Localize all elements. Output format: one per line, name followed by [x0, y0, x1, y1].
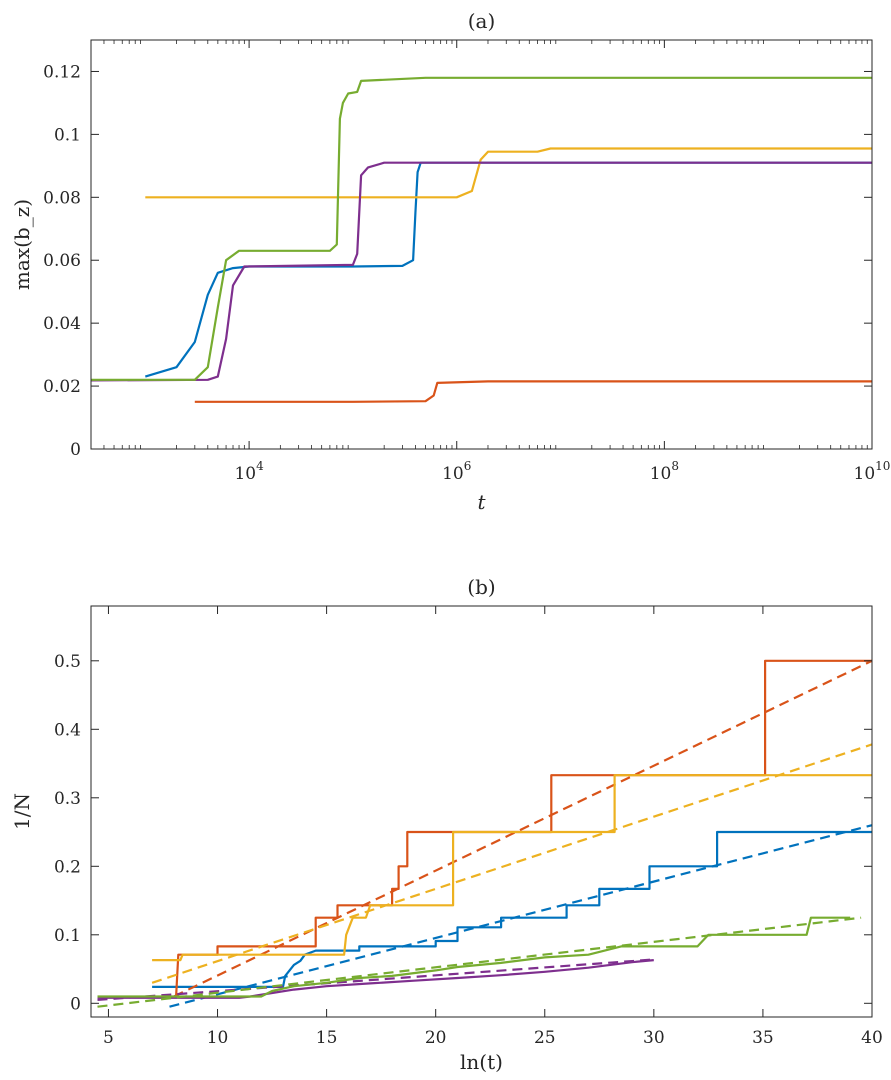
series-line-line-3: [91, 161, 872, 382]
x-tick-label: 15: [316, 1028, 338, 1048]
x-tick-label: 1010: [854, 459, 891, 484]
series-line-steps-0: [152, 830, 872, 988]
y-tick-label: 0.06: [43, 251, 81, 271]
x-tick-label: 35: [752, 1028, 774, 1048]
series-line-dashed-9: [97, 916, 862, 1008]
series-line-line-0: [144, 161, 872, 378]
y-tick-label: 0.4: [54, 720, 81, 740]
panel-b: 5 10 15 20 25 30 35 40 0 0.1 0.2 0.3 0.4 0.5 (b) ln(t) 1…: [10, 575, 883, 1074]
axes-box: [90, 605, 873, 1018]
x-tick-label: 108: [650, 459, 679, 484]
series-line-line-4: [91, 76, 872, 381]
series-group: [91, 76, 872, 403]
series-line-dashed-3: [173, 659, 872, 998]
x-tick-label: 10: [207, 1028, 229, 1048]
x-tick-label-exp: 4: [256, 459, 264, 473]
x-tick-label: 20: [425, 1028, 447, 1048]
y-tick-label: 0.3: [54, 789, 81, 809]
series-line-line-1: [194, 380, 872, 403]
x-tick-label: 5: [103, 1028, 114, 1048]
series-line-steps-2: [175, 659, 872, 997]
y-tick-label: 0: [70, 994, 81, 1014]
y-tick-label: 0.1: [54, 125, 81, 145]
series-line-steps-8: [97, 916, 851, 998]
x-axis-label: ln(t): [460, 1050, 503, 1074]
y-tick-label: 0.12: [43, 62, 81, 82]
x-tick-label-exp: 10: [875, 459, 890, 473]
x-tick-label: 40: [861, 1028, 883, 1048]
x-tick-label-exp: 6: [464, 459, 472, 473]
x-tick-label-base: 10: [650, 464, 672, 484]
chart-title: (b): [467, 575, 495, 599]
y-tick-label: 0.02: [43, 377, 81, 397]
x-axis-label: t: [477, 490, 486, 514]
axes-box: [90, 39, 873, 450]
x-tick-label-base: 10: [234, 464, 256, 484]
y-axis-label: 1/N: [10, 793, 34, 830]
series-group: [97, 659, 872, 1008]
x-tick-label-base: 10: [442, 464, 464, 484]
series-line-line-2: [145, 147, 872, 199]
x-tick-label-exp: 8: [671, 459, 679, 473]
y-tick-label: 0.2: [54, 857, 81, 877]
x-tick-label: 106: [442, 459, 471, 484]
series-line-dashed-5: [151, 743, 872, 984]
series-line-dashed-7: [97, 958, 654, 1001]
y-tick-label: 0.04: [43, 314, 81, 334]
x-tick-label: 30: [643, 1028, 665, 1048]
y-tick-label: 0.1: [54, 926, 81, 946]
x-tick-label: 104: [234, 459, 264, 484]
y-tick-label: 0.5: [54, 652, 81, 672]
x-tick-label: 25: [534, 1028, 556, 1048]
panel-a: 104 106 108 101000.020.040.060.080.10.12(a)…: [10, 9, 890, 514]
chart-title: (a): [468, 9, 496, 33]
series-line-steps-4: [152, 774, 872, 962]
series-line-dashed-1: [169, 824, 872, 1008]
y-axis-label: max(b_z): [10, 199, 34, 290]
y-tick-label: 0.08: [43, 188, 81, 208]
x-tick-label-base: 10: [854, 464, 876, 484]
y-tick-label: 0: [70, 440, 81, 460]
